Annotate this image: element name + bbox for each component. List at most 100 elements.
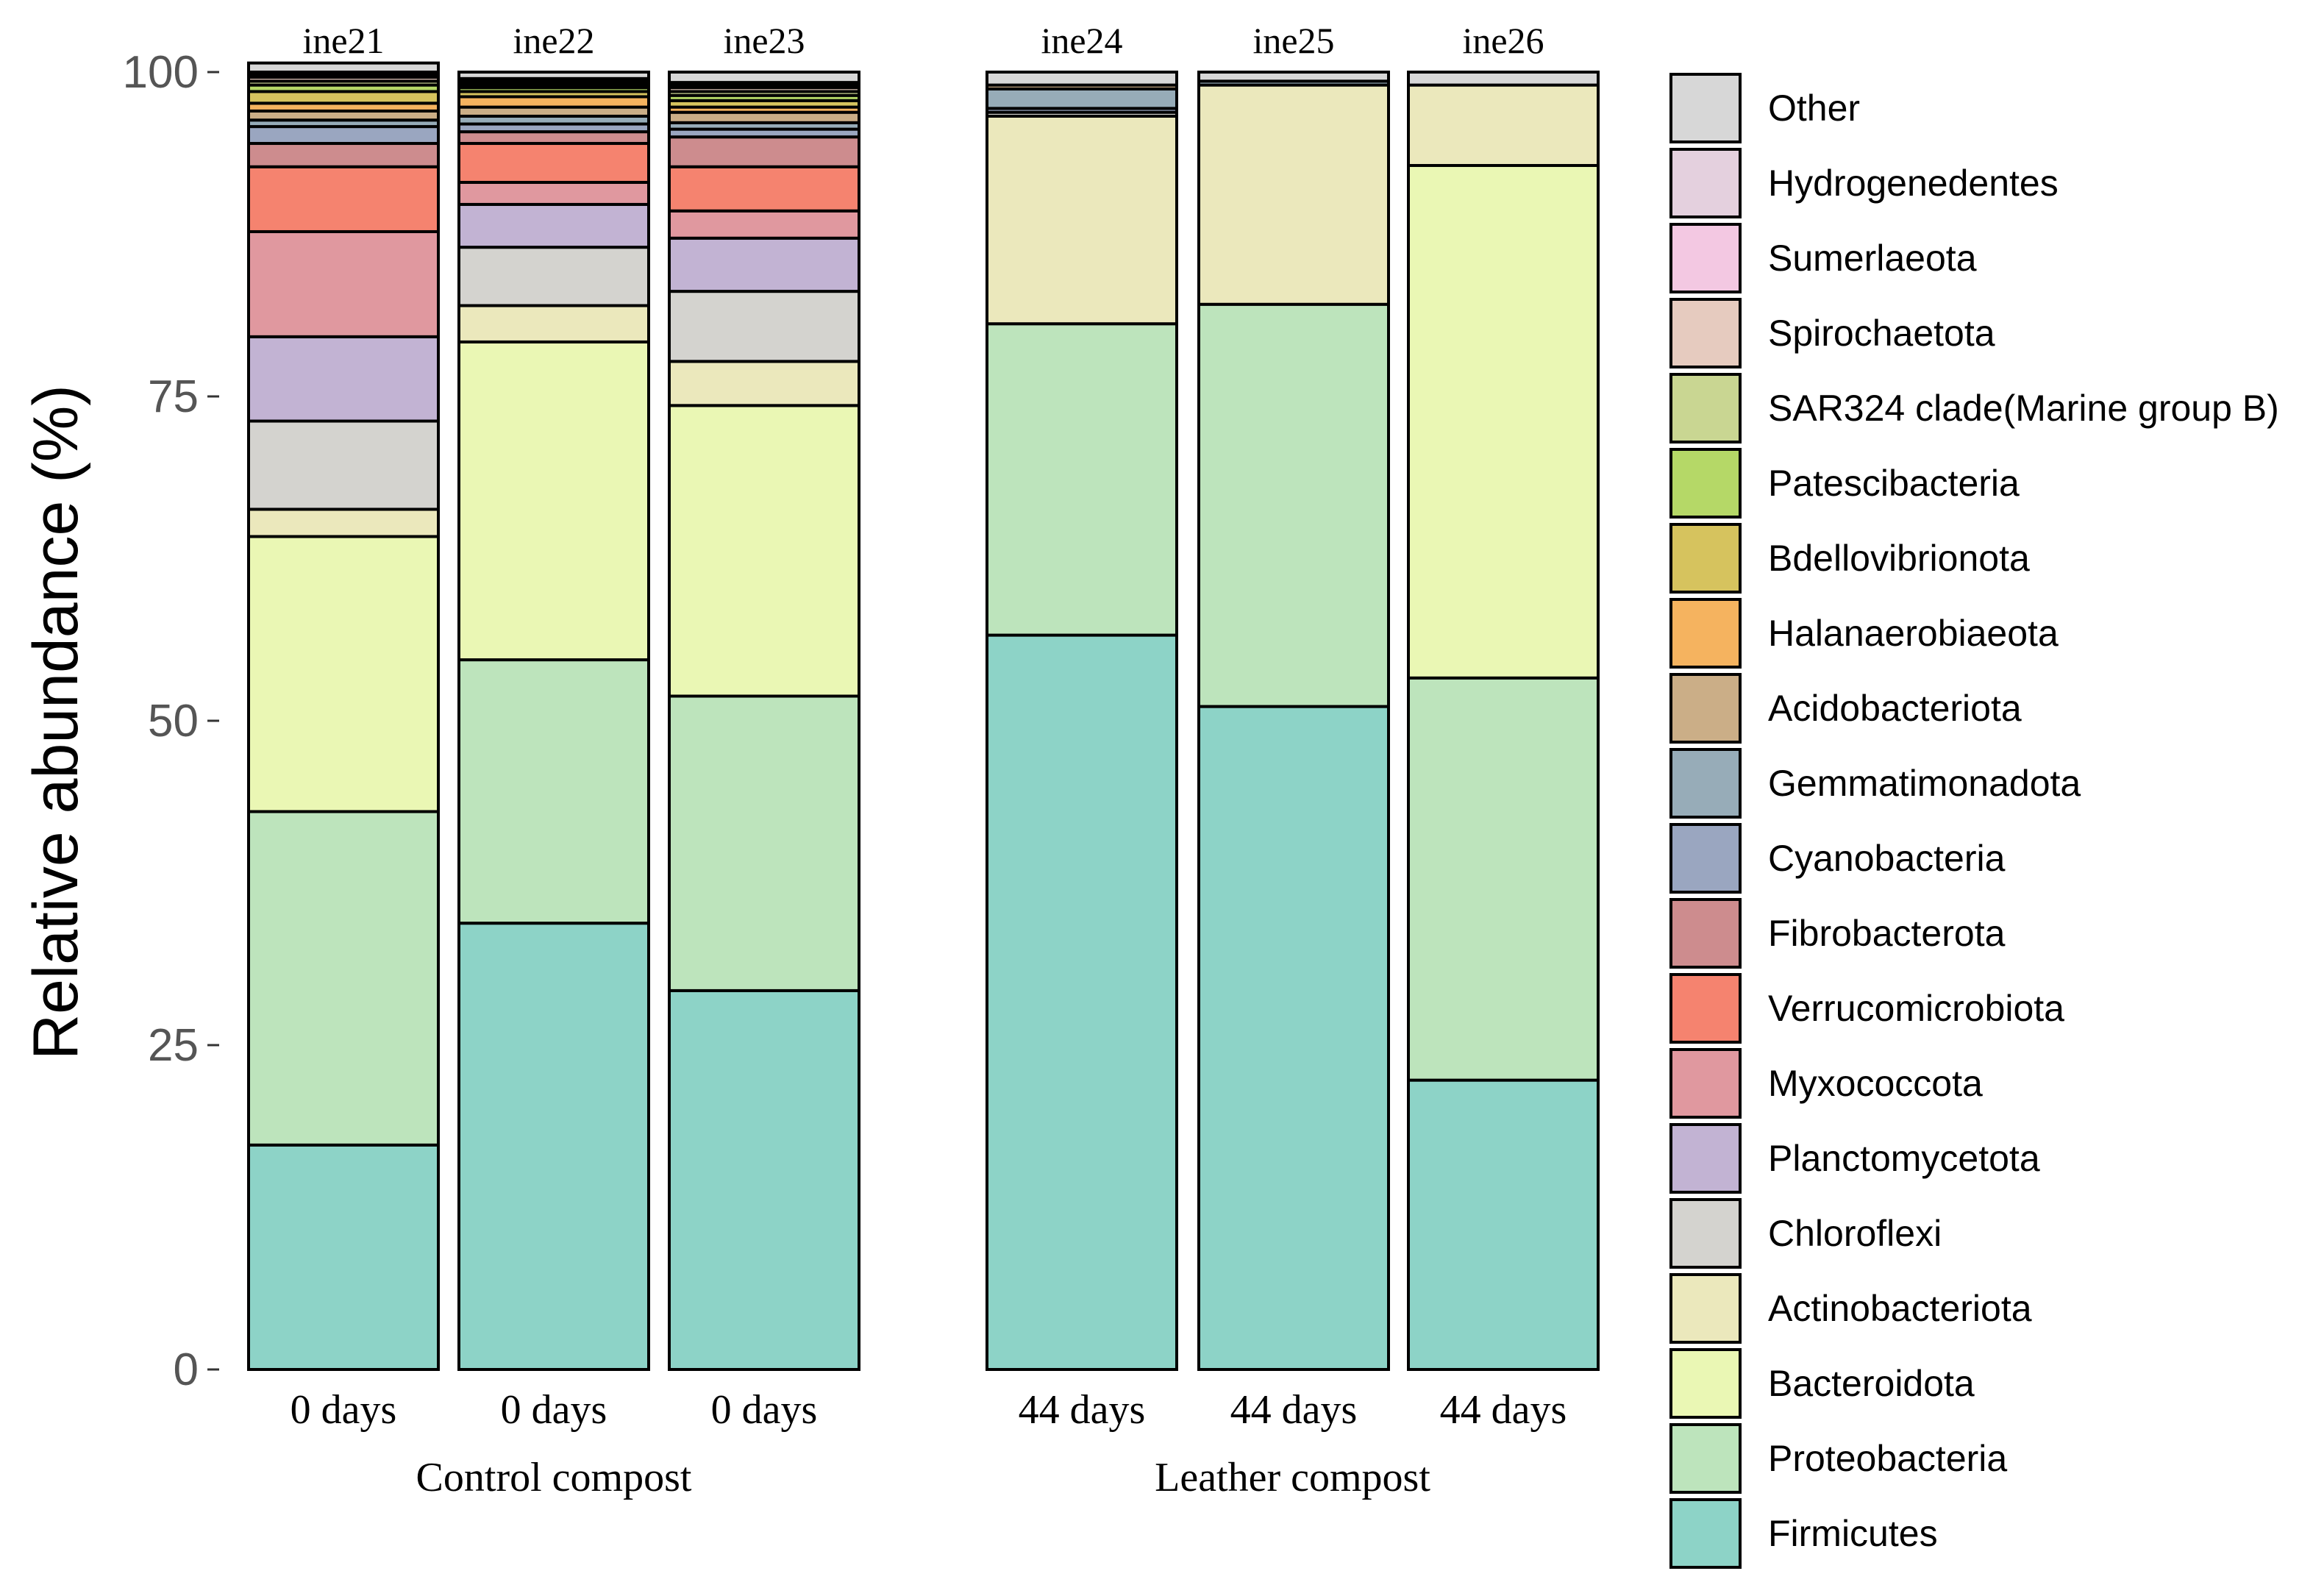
legend-swatch-fibrobacterota [1669,898,1742,969]
legend-swatch-actinobacteriota [1669,1273,1742,1344]
segment-ine21-bacteroidota [247,535,440,813]
segment-ine25-proteobacteria [1197,302,1390,708]
legend-swatch-acidobacteriota [1669,673,1742,744]
legend-item-planctomycetota: Planctomycetota [1669,1123,2040,1194]
legend-item-acidobacteriota: Acidobacteriota [1669,673,2022,744]
legend-swatch-hydrogenedentes [1669,148,1742,218]
segment-ine22-firmicutes [457,922,650,1371]
legend-swatch-gemmatimonadota [1669,748,1742,819]
legend-item-myxococcota: Myxococcota [1669,1048,1983,1119]
legend-item-fibrobacterota: Fibrobacterota [1669,898,2006,969]
legend-swatch-spirochaetota [1669,298,1742,368]
segment-ine25-firmicutes [1197,705,1390,1371]
legend-swatch-verrucomicrobiota [1669,973,1742,1044]
segment-ine23-verrucomicrobiota [668,165,860,213]
segment-ine22-actinobacteriota [457,304,650,343]
segment-ine23-other [668,71,860,85]
segment-ine23-actinobacteriota [668,360,860,407]
legend-swatch-firmicutes [1669,1498,1742,1569]
legend-swatch-sumerlaeota [1669,223,1742,293]
legend-label-spirochaetota: Spirochaetota [1768,313,1995,354]
legend-swatch-cyanobacteria [1669,823,1742,894]
legend-item-firmicutes: Firmicutes [1669,1498,1938,1569]
legend-swatch-proteobacteria [1669,1423,1742,1494]
time-label-ine22: 0 days [501,1387,607,1433]
y-tick-label-75: 75 [148,371,199,422]
time-label-ine26: 44 days [1440,1387,1567,1433]
legend-item-gemmatimonadota: Gemmatimonadota [1669,748,2081,819]
bar-ine21 [247,61,440,1371]
sample-labels: ine21 ine22 ine23 ine24 ine25 ine26 [302,20,1544,61]
segment-ine23-firmicutes [668,988,860,1371]
legend-label-cyanobacteria: Cyanobacteria [1768,838,2006,879]
legend-swatch-chloroflexi [1669,1198,1742,1269]
y-tick-label-0: 0 [174,1344,199,1395]
legend-item-other: Other [1669,73,1860,143]
legend-label-bacteroidota: Bacteroidota [1768,1363,1975,1404]
group-label-leather-compost: Leather compost [1155,1455,1430,1500]
segment-ine26-bacteroidota [1407,164,1600,680]
segment-ine26-firmicutes [1407,1078,1600,1372]
y-axis-title: Relative abundance (%) [21,385,91,1060]
segment-ine22-myxococcota [457,180,650,206]
segment-ine26-other [1407,71,1600,87]
segment-ine21-other [247,61,440,74]
legend-item-bdellovibrionota: Bdellovibrionota [1669,523,2030,594]
segment-ine23-proteobacteria [668,694,860,992]
legend-swatch-halanaerobiaeota [1669,598,1742,669]
legend-item-sumerlaeota: Sumerlaeota [1669,223,1977,293]
legend: Other Hydrogenedentes Sumerlaeota Spirochae… [1669,73,2279,1569]
legend-label-hydrogenedentes: Hydrogenedentes [1768,163,2059,204]
time-label-ine21: 0 days [291,1387,397,1433]
y-axis: 0 25 50 75 100 [123,47,219,1395]
segment-ine24-firmicutes [986,633,1178,1371]
segment-ine22-other [457,71,650,80]
legend-label-proteobacteria: Proteobacteria [1768,1438,2007,1479]
time-labels: 0 days 0 days 0 days 44 days 44 days 44 days [291,1387,1567,1433]
legend-item-actinobacteriota: Actinobacteriota [1669,1273,2032,1344]
legend-label-bdellovibrionota: Bdellovibrionota [1768,538,2030,579]
segment-ine26-actinobacteriota [1407,83,1600,168]
legend-label-halanaerobiaeota: Halanaerobiaeota [1768,613,2059,654]
sample-label-ine21: ine21 [302,20,384,61]
segment-ine24-actinobacteriota [986,114,1178,326]
segment-ine23-acidobacteriota [668,110,860,124]
segment-ine24-gemmatimonadota [986,87,1178,110]
legend-swatch-patescibacteria [1669,448,1742,519]
legend-swatch-bacteroidota [1669,1348,1742,1419]
group-label-control-compost: Control compost [416,1455,692,1500]
legend-label-gemmatimonadota: Gemmatimonadota [1768,763,2081,804]
legend-label-acidobacteriota: Acidobacteriota [1768,688,2022,729]
legend-label-chloroflexi: Chloroflexi [1768,1213,1942,1254]
legend-item-cyanobacteria: Cyanobacteria [1669,823,2006,894]
segment-ine21-actinobacteriota [247,507,440,538]
segment-ine21-proteobacteria [247,810,440,1147]
legend-item-proteobacteria: Proteobacteria [1669,1423,2007,1494]
legend-swatch-myxococcota [1669,1048,1742,1119]
legend-swatch-bdellovibrionota [1669,523,1742,594]
legend-item-verrucomicrobiota: Verrucomicrobiota [1669,973,2064,1044]
legend-item-halanaerobiaeota: Halanaerobiaeota [1669,598,2059,669]
time-label-ine25: 44 days [1230,1387,1358,1433]
y-tick-label-50: 50 [148,696,199,747]
legend-label-sumerlaeota: Sumerlaeota [1768,238,1977,279]
segment-ine23-bacteroidota [668,404,860,698]
segment-ine21-verrucomicrobiota [247,165,440,233]
legend-label-fibrobacterota: Fibrobacterota [1768,913,2006,954]
legend-swatch-other [1669,73,1742,143]
legend-label-firmicutes: Firmicutes [1768,1513,1938,1554]
sample-label-ine26: ine26 [1462,20,1544,61]
legend-label-verrucomicrobiota: Verrucomicrobiota [1768,988,2064,1029]
segment-ine23-myxococcota [668,209,860,240]
segment-ine23-fibrobacterota [668,135,860,168]
segment-ine22-halanaerobiaeota [457,95,650,109]
segment-ine21-bdellovibrionota [247,90,440,105]
segment-ine22-planctomycetota [457,202,650,249]
sample-label-ine25: ine25 [1252,20,1334,61]
legend-swatch-sar324-clade-marine-group-b [1669,373,1742,443]
legend-item-bacteroidota: Bacteroidota [1669,1348,1975,1419]
legend-item-patescibacteria: Patescibacteria [1669,448,2020,519]
segment-ine22-verrucomicrobiota [457,142,650,184]
time-label-ine24: 44 days [1019,1387,1146,1433]
legend-label-sar324-clade-marine-group-b: SAR324 clade(Marine group B) [1768,388,2279,429]
